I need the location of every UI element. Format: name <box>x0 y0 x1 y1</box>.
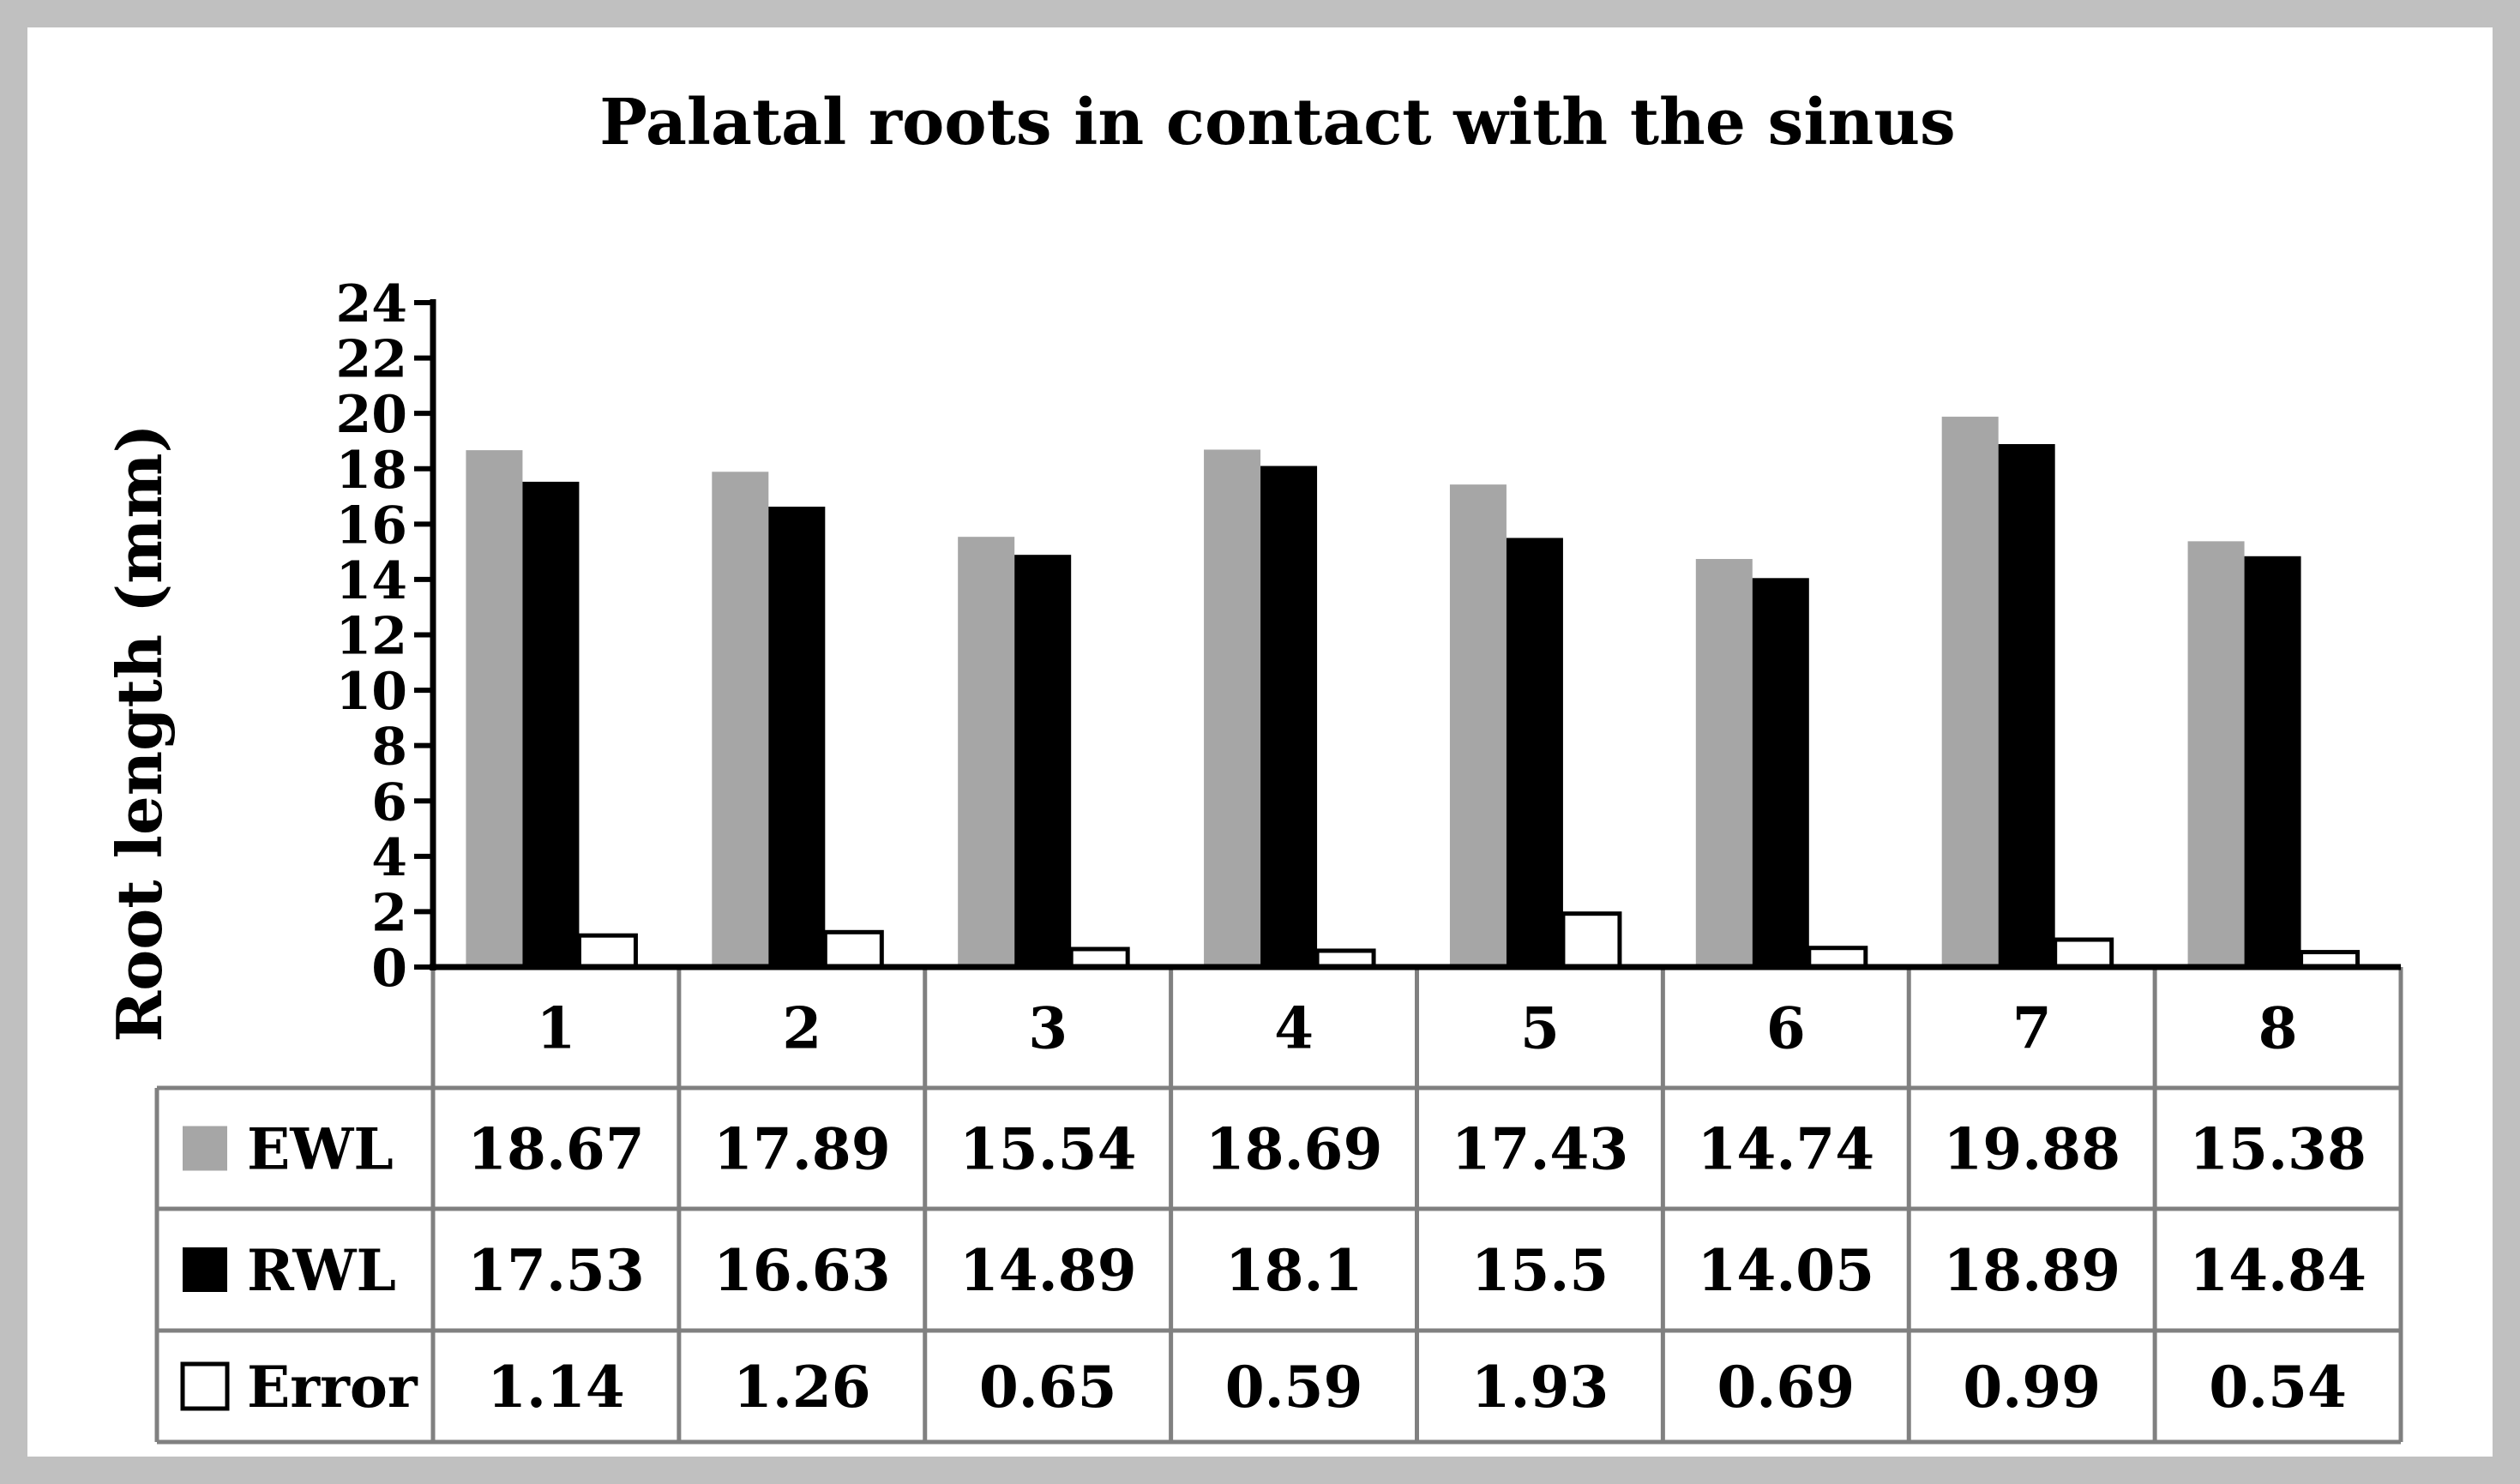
bar-ewl <box>712 472 769 967</box>
data-table: 1 2 3 4 5 6 7 8 EWL 18.67 17.89 15.54 18.69 17.43 14.7… <box>154 964 2403 1445</box>
data-label: 19.88 <box>1943 1116 2120 1183</box>
bar-ewl <box>958 537 1015 967</box>
bar-rwl <box>2244 556 2301 967</box>
bar-ewl <box>466 450 523 967</box>
bar-rwl <box>1260 466 1318 967</box>
legend-label: EWL <box>247 1116 394 1183</box>
legend-label: Error <box>247 1354 418 1421</box>
data-label: 14.74 <box>1697 1116 1874 1183</box>
data-label: 1.26 <box>733 1354 871 1421</box>
bar-error <box>2053 937 2114 970</box>
data-label: 0.54 <box>2209 1354 2347 1421</box>
category-label: 5 <box>1520 995 1560 1062</box>
category-label: 3 <box>1028 995 1068 1062</box>
bar-rwl <box>768 506 826 967</box>
bar-error <box>1561 911 1622 970</box>
y-tick-label: 6 <box>371 772 407 832</box>
data-label: 15.54 <box>959 1116 1137 1183</box>
data-label: 1.14 <box>487 1354 625 1421</box>
y-tick-label: 12 <box>336 607 408 667</box>
bar-rwl <box>1752 578 1809 967</box>
y-tick-label: 4 <box>371 828 407 888</box>
bar-ewl <box>1941 417 1999 968</box>
y-axis-label: Root length (mm) <box>103 424 176 1042</box>
y-tick-label: 16 <box>336 496 408 556</box>
y-tick-label: 20 <box>336 385 408 445</box>
data-label: 14.84 <box>2189 1237 2367 1304</box>
category-label: 2 <box>782 995 821 1062</box>
category-label: 7 <box>2012 995 2052 1062</box>
bar-ewl <box>1449 484 1507 967</box>
legend-swatch-error <box>180 1361 230 1411</box>
bar-ewl <box>1695 559 1753 967</box>
y-tick-label: 10 <box>336 662 408 722</box>
bar-rwl <box>1014 555 1072 967</box>
y-tick-label: 24 <box>336 274 408 334</box>
bars <box>466 417 2361 970</box>
data-label: 18.69 <box>1206 1116 1383 1183</box>
bar-ewl <box>2187 541 2245 967</box>
category-label: 6 <box>1766 995 1806 1062</box>
data-label: 17.43 <box>1452 1116 1629 1183</box>
legend-swatch-rwl <box>183 1247 227 1292</box>
legend-label: RWL <box>247 1237 396 1304</box>
data-label: 17.89 <box>713 1116 891 1183</box>
y-tick-label: 18 <box>336 441 408 501</box>
y-tick-label: 14 <box>336 551 408 611</box>
data-label: 18.67 <box>467 1116 645 1183</box>
data-label: 0.99 <box>1963 1354 2101 1421</box>
category-label: 1 <box>536 995 575 1062</box>
data-label: 15.5 <box>1471 1237 1609 1304</box>
data-label: 0.59 <box>1225 1354 1363 1421</box>
category-label: 8 <box>2258 995 2298 1062</box>
bar-rwl <box>1506 538 1563 967</box>
data-label: 0.69 <box>1717 1354 1855 1421</box>
bar-rwl <box>522 481 580 967</box>
y-tick-label: 22 <box>336 330 408 390</box>
data-label: 18.1 <box>1225 1237 1363 1304</box>
bar-ewl <box>1204 449 1261 967</box>
data-label: 14.89 <box>959 1237 1137 1304</box>
data-label: 14.05 <box>1697 1237 1874 1304</box>
data-label: 16.63 <box>713 1237 891 1304</box>
data-label: 15.38 <box>2189 1116 2367 1183</box>
y-tick-label: 8 <box>371 718 407 778</box>
data-label: 18.89 <box>1943 1237 2120 1304</box>
y-tick-label: 0 <box>371 939 407 999</box>
bar-rwl <box>1998 444 2055 967</box>
bar-error <box>576 933 638 970</box>
data-label: 17.53 <box>467 1237 645 1304</box>
data-label: 0.65 <box>979 1354 1117 1421</box>
chart-title: Palatal roots in contact with the sinus <box>599 86 1955 159</box>
legend-swatch-ewl <box>183 1126 227 1171</box>
data-label: 1.93 <box>1471 1354 1609 1421</box>
bar-error <box>822 929 884 970</box>
y-tick-label: 2 <box>371 883 407 943</box>
category-label: 4 <box>1274 995 1314 1062</box>
